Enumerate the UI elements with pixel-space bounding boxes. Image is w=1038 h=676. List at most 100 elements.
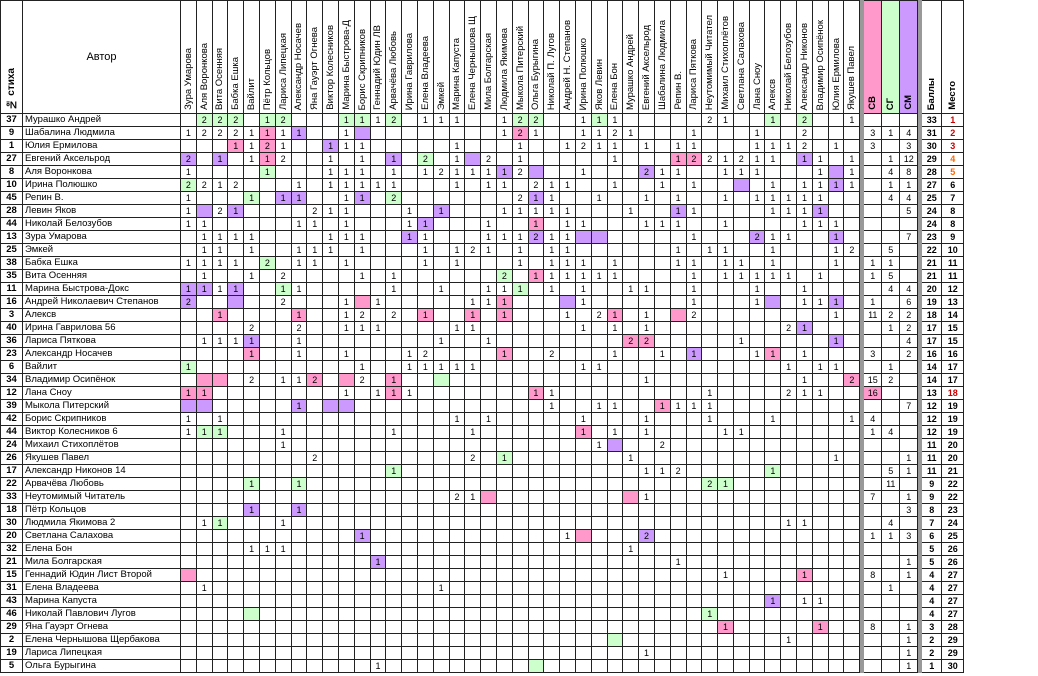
score-cell: [306, 542, 324, 556]
score-cell: [685, 568, 703, 582]
score-cell: [574, 373, 592, 387]
cat-sm-cell: [899, 256, 919, 270]
score-cell: [274, 659, 292, 673]
cat-sm-cell: 1: [899, 646, 919, 660]
cat-sg-cell: [881, 646, 901, 660]
score-cell: [796, 620, 813, 634]
score-cell: [780, 412, 798, 426]
score-cell: [227, 191, 245, 205]
score-cell: 1: [180, 126, 197, 140]
score-cell: [701, 334, 719, 348]
points-cell: 2: [921, 633, 943, 647]
score-cell: [211, 620, 229, 634]
row-author: Шабалина Людмила: [22, 126, 181, 140]
score-cell: [195, 490, 213, 504]
score-cell: [306, 529, 324, 543]
score-cell: [495, 503, 513, 517]
score-cell: 1: [764, 243, 782, 257]
score-cell: [590, 425, 608, 439]
score-cell: 1: [495, 126, 513, 140]
score-cell: [211, 191, 229, 205]
score-cell: [448, 568, 466, 582]
score-cell: [606, 438, 624, 452]
score-cell: [369, 243, 387, 257]
score-cell: 1: [274, 542, 292, 556]
score-cell: [622, 308, 640, 322]
score-cell: [337, 581, 355, 595]
score-cell: 1: [290, 503, 308, 517]
score-cell: [258, 347, 276, 361]
score-cell: [495, 243, 513, 257]
table-row: 44 Виктор Колесников 6 1 1 1 1 1 1 1 1 1 1 1 1 4 12 19: [0, 425, 965, 439]
score-cell: [480, 620, 497, 634]
score-cell: [480, 191, 497, 205]
score-cell: 1: [306, 243, 324, 257]
score-cell: 1: [685, 269, 703, 283]
score-cell: [622, 464, 640, 478]
score-cell: [369, 633, 387, 647]
cat-sv-cell: [863, 321, 883, 335]
score-cell: [495, 620, 513, 634]
score-cell: [638, 399, 655, 413]
score-cell: [322, 438, 339, 452]
score-cell: [527, 282, 545, 296]
cat-sm-cell: 1: [899, 464, 919, 478]
score-cell: [780, 217, 798, 231]
score-cell: [464, 373, 482, 387]
score-cell: [780, 646, 798, 660]
score-cell: 1: [211, 230, 229, 244]
score-cell: [748, 477, 766, 491]
points-cell: 3: [921, 620, 943, 634]
score-cell: 1: [701, 243, 719, 257]
score-cell: 1: [843, 165, 861, 179]
judge-name: Ирина Гаврилова: [404, 32, 416, 110]
score-cell: [385, 347, 403, 361]
points-cell: 14: [921, 360, 943, 374]
score-cell: 1: [606, 178, 624, 192]
score-cell: [780, 373, 798, 387]
score-cell: [258, 438, 276, 452]
score-cell: [180, 581, 197, 595]
score-cell: [322, 607, 339, 621]
header-judge: Геннадий Юдин ЛВ: [369, 0, 387, 114]
score-cell: [622, 503, 640, 517]
score-cell: [827, 516, 845, 530]
score-cell: [274, 568, 292, 582]
points-cell: 5: [921, 555, 943, 569]
row-num: 16: [0, 295, 23, 309]
judge-name: Вита Осенняя: [214, 47, 226, 110]
score-cell: [843, 659, 861, 673]
score-cell: [195, 139, 213, 153]
header-judge: Ольга Бурыгина: [527, 0, 545, 114]
score-cell: [369, 620, 387, 634]
score-cell: [401, 152, 418, 166]
score-cell: [669, 568, 687, 582]
header-judge: Ирина Гаврилова: [401, 0, 418, 114]
score-cell: [495, 529, 513, 543]
cat-sg-cell: 1: [881, 178, 901, 192]
score-cell: [448, 633, 466, 647]
score-cell: [480, 516, 497, 530]
score-cell: [606, 464, 624, 478]
score-cell: [843, 646, 861, 660]
score-cell: [464, 139, 482, 153]
score-cell: [353, 438, 371, 452]
score-cell: 1: [495, 113, 513, 127]
score-cell: [732, 516, 750, 530]
score-cell: [669, 269, 687, 283]
score-cell: 1: [796, 386, 813, 400]
score-cell: [385, 568, 403, 582]
score-cell: [827, 282, 845, 296]
score-cell: [180, 490, 197, 504]
score-cell: [843, 477, 861, 491]
score-cell: [669, 620, 687, 634]
score-cell: [243, 659, 260, 673]
score-cell: [416, 191, 434, 205]
score-cell: [401, 425, 418, 439]
score-cell: [401, 334, 418, 348]
score-cell: [653, 594, 671, 608]
score-cell: [590, 659, 608, 673]
header-sv-label: СВ: [867, 96, 879, 110]
table-row: 38 Бабка Ешка 1 1 1 1 2 1 1 1 1 1 1 1 1 1 1 1 1 1 1 1 1 1 1 21 11: [0, 256, 965, 270]
score-cell: [180, 373, 197, 387]
